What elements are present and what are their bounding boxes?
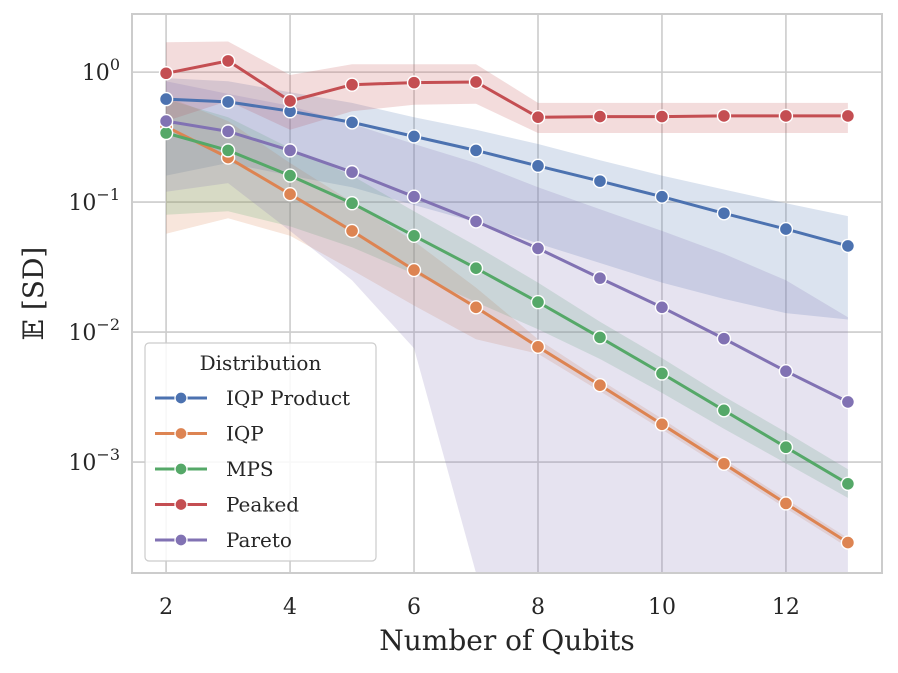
point-mps: [654, 366, 670, 381]
y-tick-label: 100: [82, 55, 120, 86]
point-iqp: [468, 300, 484, 315]
point-iqp-product: [654, 189, 670, 204]
point-pareto: [282, 143, 298, 158]
point-iqp: [778, 496, 794, 511]
point-pareto: [344, 164, 360, 180]
point-pareto: [220, 124, 236, 139]
legend-marker-pareto: [174, 533, 188, 547]
point-peaked: [716, 108, 732, 124]
point-iqp-product: [468, 143, 484, 158]
legend-label-pareto: Pareto: [226, 528, 292, 552]
x-tick-label: 4: [283, 595, 297, 620]
point-pareto: [406, 189, 422, 204]
point-peaked: [468, 74, 484, 90]
point-iqp: [654, 417, 670, 432]
point-pareto: [468, 214, 484, 229]
line-pareto: [165, 119, 849, 404]
legend-marker-iqp-product: [174, 391, 188, 405]
point-iqp-product: [158, 91, 174, 107]
point-iqp: [282, 186, 298, 202]
point-iqp-product: [592, 173, 608, 189]
point-iqp-product: [716, 206, 732, 221]
point-peaked: [406, 75, 422, 90]
line-mps: [165, 131, 849, 486]
point-mps: [716, 403, 732, 418]
x-tick-label: 2: [159, 595, 173, 620]
y-tick-label: 10−3: [68, 445, 120, 476]
x-axis-label: Number of Qubits: [379, 624, 634, 657]
band-iqp-product: [166, 78, 848, 320]
point-peaked: [220, 53, 236, 69]
band-mps: [166, 99, 848, 498]
point-peaked: [778, 108, 794, 124]
point-mps: [468, 260, 484, 276]
x-tick-label: 6: [407, 595, 421, 620]
point-peaked: [282, 93, 298, 109]
point-pareto: [716, 331, 732, 346]
point-mps: [406, 228, 422, 244]
band-peaked: [166, 41, 848, 133]
point-mps: [220, 143, 236, 158]
y-tick-label: 10−2: [68, 315, 120, 346]
x-tick-label: 8: [531, 595, 545, 620]
point-mps: [592, 330, 608, 345]
point-peaked: [158, 66, 174, 81]
tick-labels: 2 4 6 8 10 12 100 10−1 10−2 10−3: [68, 55, 800, 620]
x-tick-label: 10: [648, 595, 676, 620]
point-mps: [344, 196, 360, 211]
point-peaked: [344, 77, 360, 92]
point-iqp: [406, 262, 422, 278]
point-peaked: [654, 109, 670, 124]
legend-label-peaked: Peaked: [226, 493, 299, 517]
point-mps: [158, 125, 174, 141]
legend-title: Distribution: [200, 351, 322, 375]
point-mps: [530, 294, 546, 310]
point-iqp: [344, 223, 360, 239]
legend-marker-mps: [174, 462, 188, 476]
legend-marker-iqp: [174, 426, 188, 441]
legend-marker-peaked: [174, 497, 188, 512]
point-pareto: [530, 241, 546, 256]
legend-label-iqp-product: IQP Product: [226, 386, 350, 410]
point-mps: [778, 440, 794, 455]
point-iqp-product: [530, 158, 546, 174]
point-peaked: [840, 108, 856, 124]
y-axis-label: 𝔼 [SD]: [17, 247, 50, 341]
point-iqp-product: [778, 221, 794, 237]
y-tick-label: 10−1: [68, 185, 120, 216]
point-pareto: [840, 394, 856, 410]
point-iqp: [592, 378, 608, 393]
series-lines: [165, 59, 849, 544]
plot-frame: [131, 13, 883, 574]
point-iqp-product: [344, 115, 360, 130]
legend: Distribution IQP Product IQP MPS Peaked Pare…: [144, 342, 377, 562]
x-tick-label: 12: [772, 595, 800, 620]
line-iqp: [165, 125, 849, 544]
point-iqp-product: [406, 129, 422, 144]
point-iqp-product: [840, 238, 856, 254]
point-iqp: [716, 456, 732, 471]
line-iqp-product: [166, 97, 849, 248]
point-pareto: [158, 113, 174, 129]
point-peaked: [530, 109, 546, 125]
point-pareto: [778, 363, 794, 379]
point-pareto: [654, 300, 670, 315]
point-pareto: [592, 270, 608, 286]
point-iqp: [840, 535, 856, 550]
line-peaked: [165, 59, 848, 119]
point-iqp-product: [220, 94, 236, 110]
series-markers: [158, 53, 856, 550]
point-mps: [840, 476, 856, 491]
legend-label-iqp: IQP: [226, 422, 264, 446]
legend-label-mps: MPS: [226, 457, 274, 481]
point-iqp: [530, 339, 546, 355]
point-mps: [282, 168, 298, 183]
point-peaked: [592, 109, 608, 124]
